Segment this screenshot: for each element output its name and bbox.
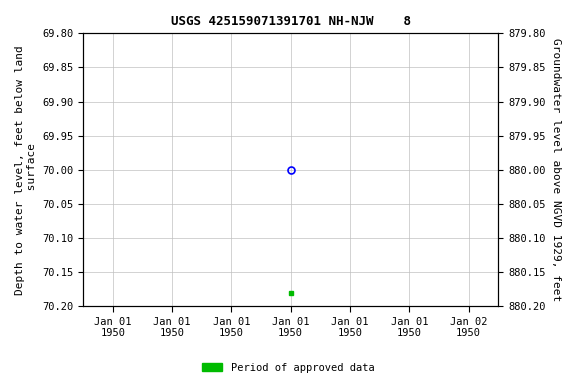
Title: USGS 425159071391701 NH-NJW    8: USGS 425159071391701 NH-NJW 8 xyxy=(170,15,411,28)
Y-axis label: Depth to water level, feet below land
 surface: Depth to water level, feet below land su… xyxy=(15,45,37,295)
Legend: Period of approved data: Period of approved data xyxy=(198,359,378,377)
Y-axis label: Groundwater level above NGVD 1929, feet: Groundwater level above NGVD 1929, feet xyxy=(551,38,561,301)
